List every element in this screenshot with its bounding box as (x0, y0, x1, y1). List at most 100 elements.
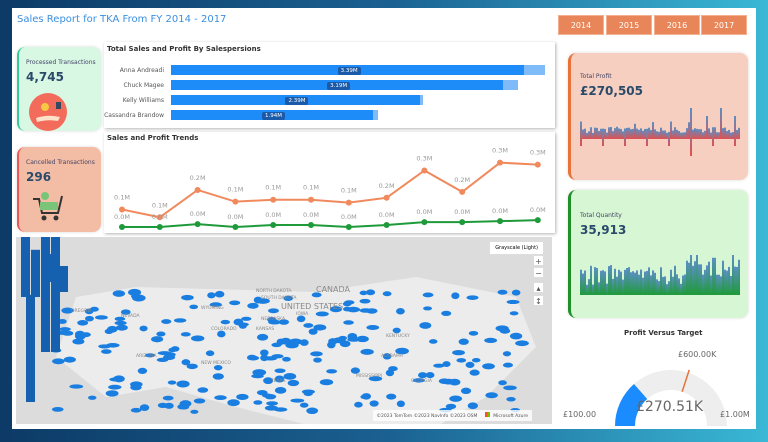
sales-location-marker[interactable] (359, 290, 368, 296)
sales-location-marker[interactable] (77, 320, 89, 326)
sales-location-marker[interactable] (467, 402, 478, 410)
sales-location-marker[interactable] (308, 328, 318, 335)
sales-location-marker[interactable] (359, 308, 372, 313)
sales-location-marker[interactable] (469, 369, 480, 376)
sales-location-marker[interactable] (503, 385, 517, 391)
sales-location-marker[interactable] (120, 309, 131, 315)
sales-location-marker[interactable] (128, 288, 142, 296)
sales-location-marker[interactable] (422, 292, 434, 298)
sales-location-marker[interactable] (108, 384, 122, 390)
sales-location-marker[interactable] (236, 393, 249, 400)
sales-location-marker[interactable] (468, 330, 479, 336)
sales-location-marker[interactable] (299, 339, 309, 346)
sales-location-marker[interactable] (274, 375, 285, 383)
sales-location-marker[interactable] (509, 332, 523, 340)
sales-location-marker[interactable] (441, 310, 452, 317)
sales-location-marker[interactable] (326, 369, 338, 374)
sales-location-marker[interactable] (139, 325, 148, 332)
sales-location-marker[interactable] (209, 302, 222, 307)
sales-location-marker[interactable] (342, 301, 352, 307)
sales-location-marker[interactable] (157, 402, 168, 408)
sales-location-marker[interactable] (509, 311, 519, 316)
sales-location-marker[interactable] (161, 319, 172, 324)
year-button-2017[interactable]: 2017 (701, 15, 747, 35)
sales-location-marker[interactable] (445, 403, 457, 410)
trend-point[interactable] (308, 196, 314, 203)
sales-location-marker[interactable] (247, 354, 257, 360)
sales-location-marker[interactable] (296, 315, 306, 323)
sales-location-marker[interactable] (303, 390, 313, 397)
sales-location-marker[interactable] (61, 307, 74, 314)
sales-location-marker[interactable] (274, 386, 287, 394)
trend-point[interactable] (534, 217, 541, 224)
sales-location-marker[interactable] (452, 349, 465, 356)
sales-location-marker[interactable] (506, 396, 516, 402)
sales-location-marker[interactable] (217, 330, 226, 338)
sales-location-marker[interactable] (84, 315, 94, 322)
sales-location-column[interactable] (46, 254, 55, 282)
sales-location-marker[interactable] (213, 364, 223, 371)
sales-location-marker[interactable] (339, 340, 351, 348)
compass-button[interactable]: ↕ (533, 295, 544, 306)
trend-point[interactable] (459, 188, 466, 195)
sales-location-marker[interactable] (88, 395, 97, 400)
sales-location-marker[interactable] (385, 369, 395, 377)
sales-location-marker[interactable] (267, 316, 277, 323)
sales-location-marker[interactable] (137, 367, 148, 375)
sales-location-marker[interactable] (197, 387, 209, 393)
sales-map[interactable]: CANADA UNITED STATES OREGON NEVADA ARIZONA NE… (16, 237, 552, 424)
sales-location-marker[interactable] (506, 299, 520, 305)
sales-location-marker[interactable] (168, 347, 177, 353)
trend-point[interactable] (345, 224, 352, 230)
sales-location-marker[interactable] (271, 342, 282, 348)
sales-location-marker[interactable] (471, 357, 481, 363)
sales-location-marker[interactable] (130, 407, 142, 413)
sales-location-marker[interactable] (180, 332, 191, 337)
sales-location-marker[interactable] (69, 384, 84, 389)
trend-point[interactable] (383, 194, 390, 201)
sales-location-marker[interactable] (181, 359, 191, 366)
sales-location-column[interactable] (51, 237, 60, 352)
sales-location-marker[interactable] (306, 407, 319, 415)
sales-location-marker[interactable] (101, 349, 112, 354)
sales-location-marker[interactable] (460, 387, 472, 394)
sales-location-marker[interactable] (449, 395, 463, 402)
sales-location-marker[interactable] (157, 351, 172, 356)
sales-location-marker[interactable] (167, 380, 177, 385)
sales-location-marker[interactable] (163, 354, 176, 361)
sales-location-marker[interactable] (366, 324, 380, 331)
sales-location-marker[interactable] (329, 306, 342, 313)
sales-location-marker[interactable] (313, 357, 322, 363)
sales-location-marker[interactable] (369, 400, 379, 407)
sales-location-marker[interactable] (112, 290, 126, 297)
sales-location-marker[interactable] (428, 339, 438, 344)
sales-location-marker[interactable] (502, 351, 512, 357)
sales-location-marker[interactable] (319, 379, 334, 386)
trend-point[interactable] (421, 167, 428, 174)
sales-location-marker[interactable] (105, 390, 119, 397)
sales-location-marker[interactable] (268, 308, 279, 314)
sales-location-marker[interactable] (283, 295, 294, 301)
trend-point[interactable] (459, 219, 466, 226)
sales-location-marker[interactable] (181, 294, 194, 301)
sales-location-marker[interactable] (186, 363, 198, 370)
sales-location-marker[interactable] (484, 337, 498, 344)
sales-location-marker[interactable] (205, 350, 215, 357)
trend-point[interactable] (270, 222, 277, 229)
sales-location-marker[interactable] (278, 319, 290, 325)
sales-location-marker[interactable] (418, 372, 428, 379)
trend-point[interactable] (156, 214, 163, 221)
sales-location-marker[interactable] (280, 337, 292, 345)
trend-point[interactable] (497, 159, 503, 166)
sales-location-marker[interactable] (419, 322, 432, 329)
sales-location-marker[interactable] (289, 338, 303, 345)
trend-point[interactable] (232, 198, 239, 205)
sales-location-marker[interactable] (247, 302, 259, 309)
trend-point[interactable] (119, 206, 125, 213)
year-button-2015[interactable]: 2015 (606, 15, 652, 35)
sales-location-marker[interactable] (145, 353, 156, 358)
sales-location-marker[interactable] (368, 376, 383, 382)
sales-location-marker[interactable] (274, 368, 286, 374)
sales-location-marker[interactable] (311, 292, 322, 298)
sales-location-marker[interactable] (173, 318, 187, 323)
